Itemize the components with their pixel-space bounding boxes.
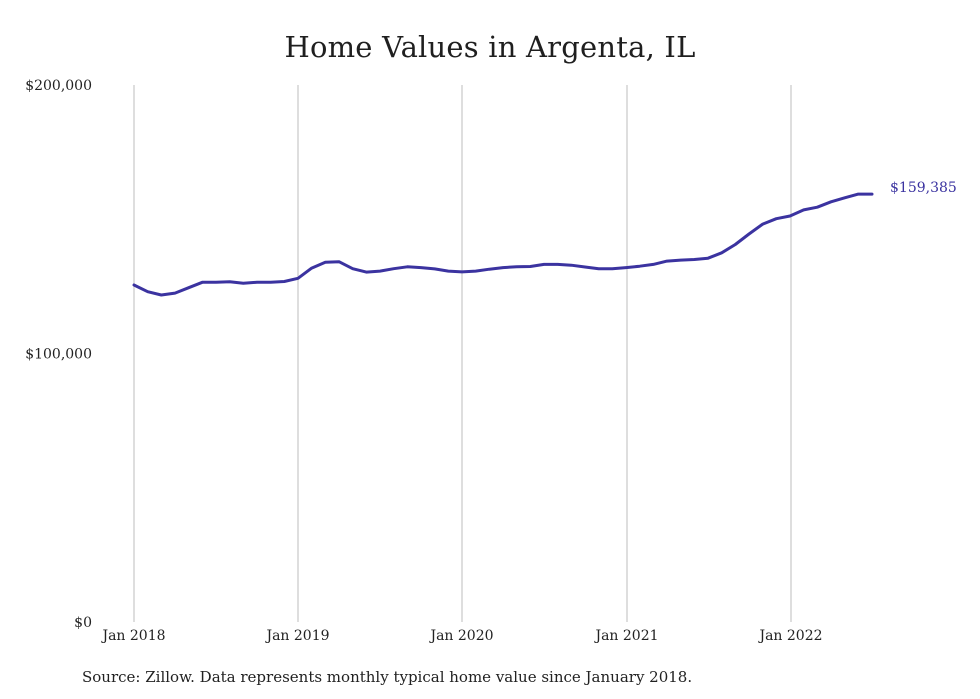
y-tick-label: $200,000 <box>25 78 92 94</box>
chart-source-note: Source: Zillow. Data represents monthly … <box>82 668 693 686</box>
x-tick-label: Jan 2022 <box>757 628 822 644</box>
y-tick-label: $0 <box>74 615 92 631</box>
x-tick-label: Jan 2020 <box>428 628 493 644</box>
x-tick-label: Jan 2018 <box>100 628 165 644</box>
chart-title: Home Values in Argenta, IL <box>284 30 696 64</box>
x-tick-label: Jan 2019 <box>264 628 329 644</box>
y-tick-label: $100,000 <box>25 347 92 363</box>
series-line <box>132 192 874 297</box>
x-tick-label: Jan 2021 <box>593 628 658 644</box>
end-value-label: $159,385 <box>890 180 957 196</box>
